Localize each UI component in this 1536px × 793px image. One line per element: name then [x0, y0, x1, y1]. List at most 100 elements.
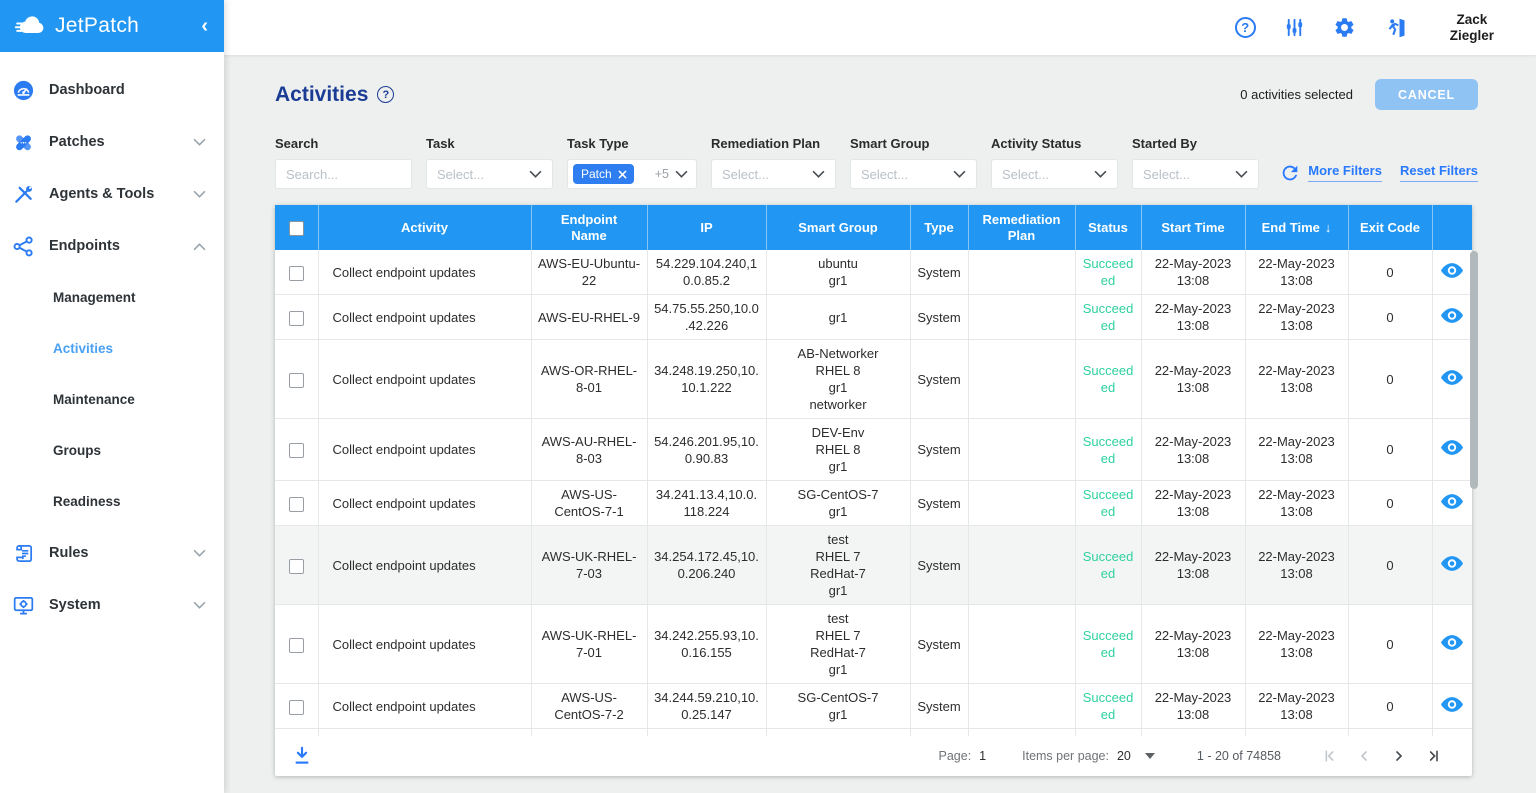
column-header-end-time[interactable]: End Time ↓: [1245, 205, 1349, 250]
last-page-icon[interactable]: [1426, 748, 1442, 764]
filter-remediation-plan: Remediation Plan Select...: [711, 136, 836, 189]
chevron-down-icon: [193, 190, 206, 199]
user-menu[interactable]: Zack Ziegler: [1450, 12, 1494, 44]
remediation-plan-select[interactable]: Select...: [711, 159, 836, 189]
view-details-icon[interactable]: [1441, 493, 1464, 509]
row-checkbox[interactable]: [288, 496, 304, 512]
logout-icon[interactable]: [1383, 16, 1407, 40]
row-checkbox[interactable]: [288, 558, 304, 574]
download-icon[interactable]: [293, 746, 311, 765]
started-by-select[interactable]: Select...: [1132, 159, 1259, 189]
filter-task-type: Task Type Patch +5: [567, 136, 697, 189]
column-header-type[interactable]: Type: [910, 205, 969, 250]
page-title: Activities: [275, 82, 369, 106]
table-row: Collect endpoint updates AWS-OR-RHEL-8-01…: [275, 339, 1472, 419]
smart-group-select[interactable]: Select...: [850, 159, 977, 189]
column-header-status[interactable]: Status: [1075, 205, 1142, 250]
sidebar-item-rules[interactable]: Rules: [0, 527, 224, 579]
smart-group-cell: SG-CentOS-7 gr1: [766, 683, 911, 729]
page-number[interactable]: 1: [979, 748, 987, 763]
activity-status-select[interactable]: Select...: [991, 159, 1118, 189]
task-type-select[interactable]: Patch +5: [567, 159, 697, 189]
type-cell: System: [910, 604, 969, 684]
status-cell: Succeeded: [1075, 339, 1142, 419]
select-all-checkbox[interactable]: [288, 220, 304, 236]
sidebar-collapse-icon[interactable]: ‹: [201, 15, 208, 37]
sidebar-item-system[interactable]: System: [0, 579, 224, 631]
column-header-endpoint-name[interactable]: Endpoint Name: [531, 205, 648, 250]
end-time-cell: 22-May-2023 13:08: [1245, 250, 1349, 295]
activity-cell: Collect endpoint updates: [318, 294, 532, 340]
row-checkbox[interactable]: [288, 310, 304, 326]
sidebar-item-agents-tools[interactable]: Agents & Tools: [0, 168, 224, 220]
exit-code-cell: 0: [1348, 339, 1433, 419]
tune-icon[interactable]: [1283, 16, 1306, 39]
filters-row: Search Task Select... Task Type Patch +5 Remed…: [275, 136, 1478, 189]
sidebar-item-maintenance[interactable]: Maintenance: [53, 392, 135, 407]
column-header-activity[interactable]: Activity: [318, 205, 532, 250]
exit-code-cell: 0: [1348, 683, 1433, 729]
ip-cell: 34.248.19.250,10.10.1.222: [647, 339, 767, 419]
view-details-icon[interactable]: [1441, 307, 1464, 323]
settings-gear-icon[interactable]: [1333, 16, 1356, 39]
column-header-smart-group[interactable]: Smart Group: [766, 205, 911, 250]
filter-label: Task: [426, 136, 455, 151]
column-header-remediation-plan[interactable]: Remediation Plan: [968, 205, 1076, 250]
next-page-icon[interactable]: [1391, 748, 1407, 764]
remediation-plan-cell: [968, 525, 1076, 605]
sidebar-item-patches[interactable]: Patches: [0, 116, 224, 168]
vertical-scrollbar[interactable]: [1470, 251, 1478, 489]
remove-chip-icon[interactable]: [618, 170, 627, 179]
table-header-row: Activity Endpoint Name IP Smart Group Type Re…: [275, 205, 1472, 250]
activity-cell: Collect endpoint updates: [318, 418, 532, 481]
filter-activity-status: Activity Status Select...: [991, 136, 1118, 189]
more-filters-link[interactable]: More Filters: [1308, 163, 1382, 182]
cancel-button[interactable]: CANCEL: [1375, 79, 1478, 110]
type-cell: System: [910, 250, 969, 295]
help-icon[interactable]: ?: [1234, 17, 1256, 38]
row-checkbox[interactable]: [288, 637, 304, 653]
reset-filters-link[interactable]: Reset Filters: [1399, 163, 1478, 182]
filter-task: Task Select...: [426, 136, 553, 189]
sidebar-item-groups[interactable]: Groups: [53, 443, 102, 458]
row-checkbox[interactable]: [288, 699, 304, 715]
view-details-icon[interactable]: [1441, 440, 1464, 455]
sidebar-item-readiness[interactable]: Readiness: [53, 494, 121, 509]
column-header-exit-code[interactable]: Exit Code: [1348, 205, 1433, 250]
remediation-plan-cell: [968, 250, 1076, 295]
view-details-icon[interactable]: [1441, 555, 1464, 571]
start-time-cell: 22-May-2023 13:08: [1141, 480, 1246, 526]
refresh-icon[interactable]: [1279, 162, 1301, 184]
table-row: Collect endpoint updates AWS-UK-RHEL-7-01…: [275, 604, 1472, 684]
results-range: 1 - 20 of 74858: [1196, 748, 1281, 763]
row-checkbox[interactable]: [288, 372, 304, 388]
sidebar-item-endpoints[interactable]: Endpoints: [0, 220, 224, 272]
filter-chip[interactable]: Patch: [573, 164, 634, 184]
row-checkbox[interactable]: [288, 443, 304, 459]
view-details-icon[interactable]: [1441, 262, 1464, 278]
column-header-select: [275, 205, 319, 250]
view-details-icon[interactable]: [1441, 634, 1464, 650]
items-per-page-value[interactable]: 20: [1116, 748, 1131, 763]
system-icon: [10, 594, 36, 617]
previous-page-icon[interactable]: [1356, 748, 1372, 764]
filter-label: Smart Group: [850, 136, 930, 151]
view-details-icon[interactable]: [1441, 369, 1464, 385]
search-input[interactable]: [286, 166, 401, 182]
sidebar-item-dashboard[interactable]: Dashboard: [0, 64, 224, 116]
row-checkbox[interactable]: [288, 265, 304, 281]
sidebar-item-activities[interactable]: Activities: [53, 341, 114, 356]
column-header-start-time[interactable]: Start Time: [1141, 205, 1246, 250]
remediation-plan-cell: [968, 604, 1076, 684]
first-page-icon[interactable]: [1321, 748, 1337, 764]
page-help-icon[interactable]: ?: [377, 86, 395, 103]
view-details-icon[interactable]: [1441, 696, 1464, 712]
sidebar-item-management[interactable]: Management: [53, 290, 136, 305]
start-time-cell: 22-May-2023 13:08: [1141, 604, 1246, 684]
endpoint-name-cell: AWS-UK-RHEL-7-03: [531, 525, 648, 605]
column-header-ip[interactable]: IP: [647, 205, 767, 250]
status-cell: Succeeded: [1075, 683, 1142, 729]
task-select[interactable]: Select...: [426, 159, 553, 189]
smart-group-cell: DEV-Env RHEL 8 gr1: [766, 418, 911, 481]
items-per-page-caret-icon[interactable]: [1144, 752, 1155, 759]
